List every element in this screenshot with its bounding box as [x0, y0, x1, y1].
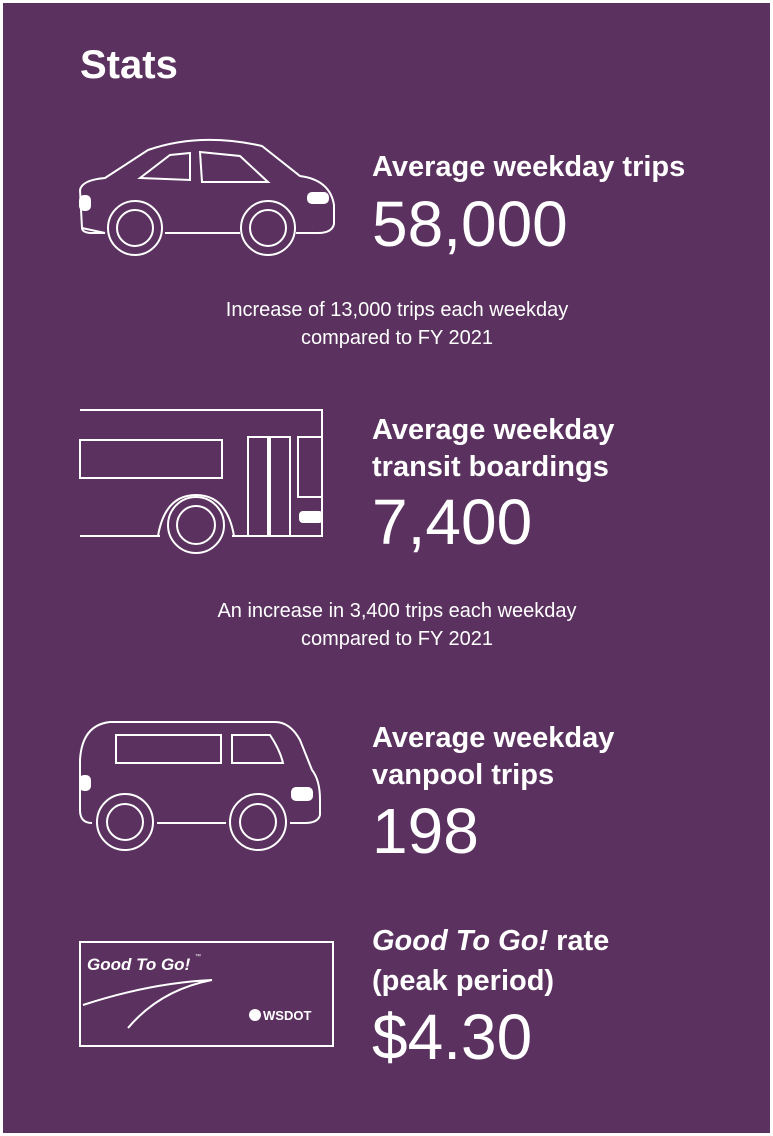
label-rest: rate — [556, 925, 609, 957]
stat-label: Average weekday — [372, 722, 614, 754]
good-to-go-card: Good To Go! ™ WSDOT — [79, 941, 334, 1047]
stat-label: Average weekday — [372, 414, 614, 446]
stat-value: 7,400 — [372, 486, 532, 558]
title: Stats — [80, 43, 178, 87]
stat-label: (peak period) — [372, 965, 554, 997]
stat-label: vanpool trips — [372, 759, 554, 791]
stat-note: compared to FY 2021 — [301, 327, 493, 349]
stat-label: Average weekday trips — [372, 151, 685, 183]
stat-note: compared to FY 2021 — [301, 628, 493, 650]
stat-label: transit boardings — [372, 451, 609, 483]
stat-value: $4.30 — [372, 1001, 532, 1073]
stat-label: Good To Go! rate — [372, 925, 609, 957]
stat-value: 198 — [372, 795, 479, 867]
car-icon — [78, 138, 335, 256]
card-trademark: ™ — [195, 953, 201, 960]
card-agency: WSDOT — [263, 1008, 311, 1023]
wsdot-logo — [249, 1009, 261, 1021]
bus-icon — [79, 409, 323, 554]
card-brand: Good To Go! — [87, 955, 191, 974]
stat-note: Increase of 13,000 trips each weekday — [226, 299, 568, 321]
stat-note: An increase in 3,400 trips each weekday — [217, 600, 576, 622]
stat-value: 58,000 — [372, 188, 568, 260]
label-italic: Good To Go! — [372, 925, 548, 957]
background — [3, 3, 770, 1133]
van-icon — [79, 721, 321, 851]
